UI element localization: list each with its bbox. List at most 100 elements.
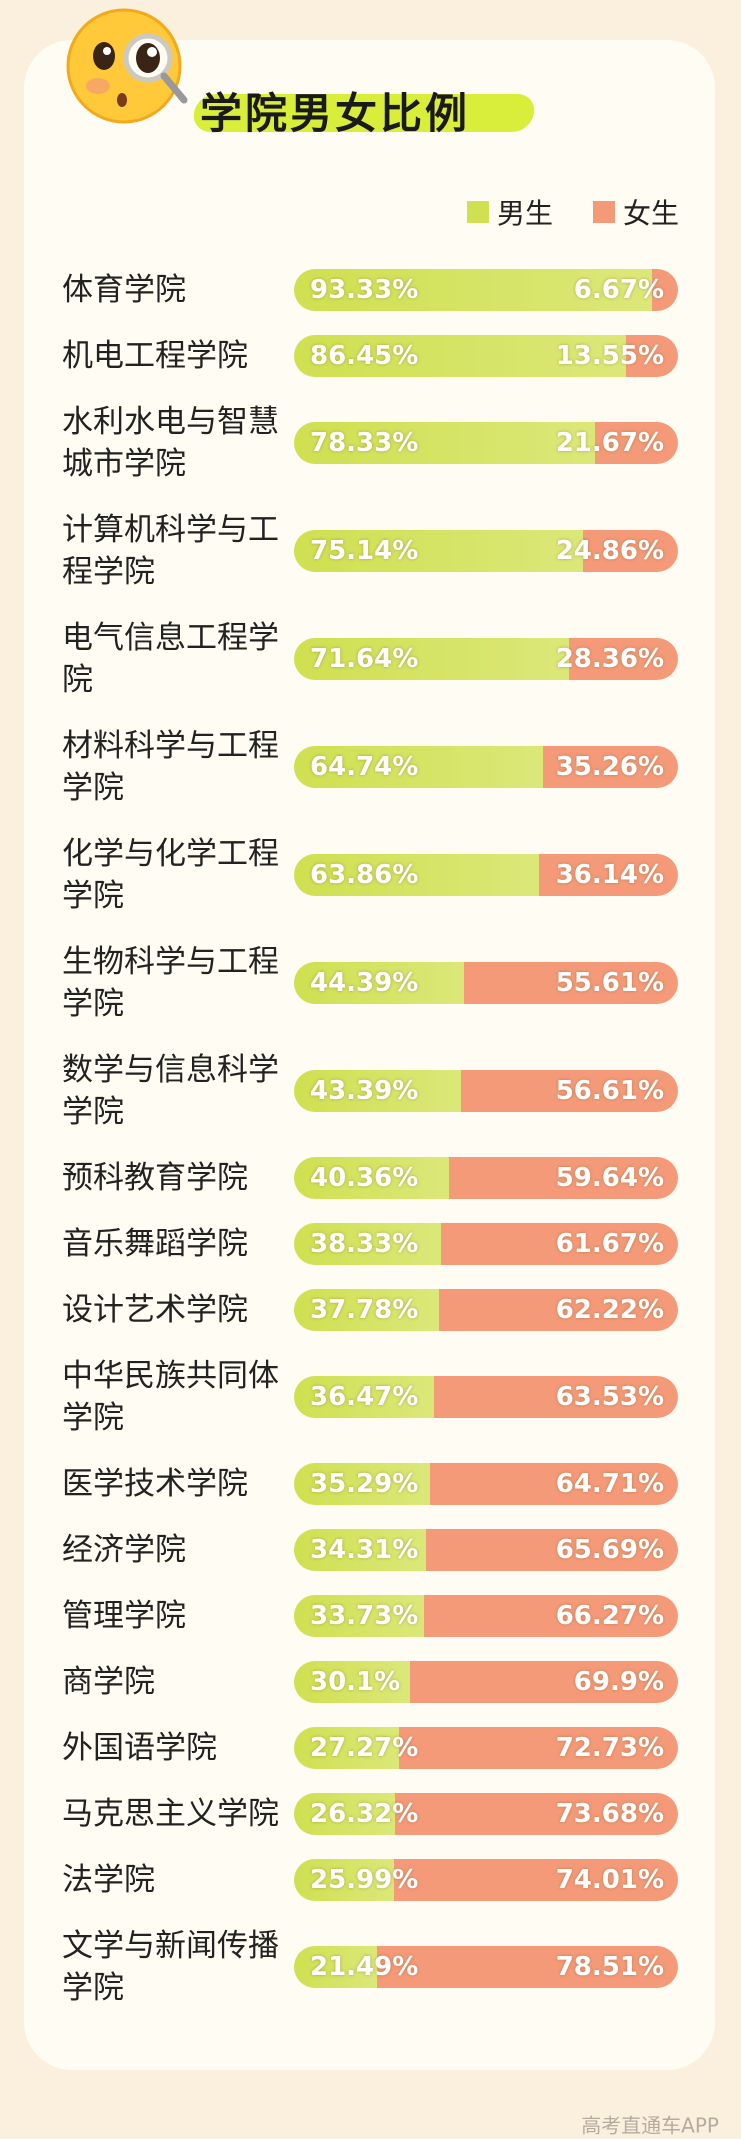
value-label: 55.61% bbox=[555, 968, 664, 998]
emoji-icon bbox=[66, 8, 188, 124]
value-label: 36.14% bbox=[555, 860, 664, 890]
value-label: 73.68% bbox=[555, 1799, 664, 1829]
stacked-bar: 26.32% 73.68% bbox=[294, 1793, 678, 1835]
bar-segment bbox=[294, 746, 543, 788]
bar-row: 体育学院 93.33% 6.67% bbox=[62, 257, 678, 323]
value-label: 63.53% bbox=[555, 1382, 664, 1412]
value-label: 93.33% bbox=[310, 275, 419, 305]
bar-row: 法学院 25.99% 74.01% bbox=[62, 1847, 678, 1913]
category-label: 计算机科学与工程学院 bbox=[62, 512, 279, 590]
bar-segment bbox=[582, 530, 678, 572]
bar-segment bbox=[434, 1376, 678, 1418]
bar-row: 水利水电与智慧城市学院 78.33% 21.67% bbox=[62, 389, 678, 497]
legend-label: 女生 bbox=[622, 197, 679, 230]
value-label: 26.32% bbox=[310, 1799, 419, 1829]
value-label: 25.99% bbox=[310, 1865, 419, 1895]
bar-segment bbox=[294, 854, 540, 896]
stacked-bar: 44.39% 55.61% bbox=[294, 962, 678, 1004]
stacked-bar: 86.45% 13.55% bbox=[294, 335, 678, 377]
category-label: 水利水电与智慧城市学院 bbox=[62, 404, 279, 482]
bar-row: 商学院 30.1% 69.9% bbox=[62, 1649, 678, 1715]
bar-row: 外国语学院 27.27% 72.73% bbox=[62, 1715, 678, 1781]
bar-segment bbox=[448, 1157, 678, 1199]
legend-swatch bbox=[466, 201, 489, 223]
value-label: 34.31% bbox=[310, 1535, 419, 1565]
bar-segment bbox=[294, 1463, 430, 1505]
bar-segment bbox=[294, 1223, 442, 1265]
bar-row: 马克思主义学院 26.32% 73.68% bbox=[62, 1781, 678, 1847]
stacked-bar: 34.31% 65.69% bbox=[294, 1529, 678, 1571]
bar-segment bbox=[569, 638, 678, 680]
bar-row: 中华民族共同体学院 36.47% 63.53% bbox=[62, 1343, 678, 1451]
value-label: 69.9% bbox=[573, 1667, 664, 1697]
bar-segment bbox=[294, 638, 570, 680]
value-label: 30.1% bbox=[310, 1667, 401, 1697]
stacked-bar: 93.33% 6.67% bbox=[294, 269, 678, 311]
category-label: 中华民族共同体学院 bbox=[62, 1358, 279, 1436]
bar-segment bbox=[294, 1946, 377, 1988]
watermark: 高考直通车APP bbox=[581, 2113, 719, 2138]
bar-segment bbox=[539, 854, 678, 896]
bar-segment bbox=[594, 422, 678, 464]
bar-segment bbox=[294, 1157, 449, 1199]
category-label: 音乐舞蹈学院 bbox=[62, 1226, 248, 1262]
category-label: 医学技术学院 bbox=[62, 1466, 248, 1502]
value-label: 64.74% bbox=[310, 752, 419, 782]
value-label: 43.39% bbox=[310, 1076, 419, 1106]
bar-segment bbox=[393, 1859, 678, 1901]
bar-segment bbox=[409, 1661, 678, 1703]
bar-segment bbox=[294, 1595, 424, 1637]
bar-segment bbox=[425, 1529, 678, 1571]
stacked-bar: 40.36% 59.64% bbox=[294, 1157, 678, 1199]
bar-segment bbox=[460, 1070, 678, 1112]
value-label: 27.27% bbox=[310, 1733, 419, 1763]
bar-row: 材料科学与工程学院 64.74% 35.26% bbox=[62, 713, 678, 821]
bar-segment bbox=[376, 1946, 678, 1988]
stacked-bar: 64.74% 35.26% bbox=[294, 746, 678, 788]
value-label: 35.26% bbox=[555, 752, 664, 782]
value-label: 65.69% bbox=[555, 1535, 664, 1565]
bar-row: 机电工程学院 86.45% 13.55% bbox=[62, 323, 678, 389]
value-label: 71.64% bbox=[310, 644, 419, 674]
stacked-bar: 75.14% 24.86% bbox=[294, 530, 678, 572]
category-label: 法学院 bbox=[62, 1862, 155, 1898]
bar-segment bbox=[294, 962, 465, 1004]
legend-item: 女生 bbox=[592, 192, 679, 232]
bar-segment bbox=[398, 1727, 678, 1769]
value-label: 28.36% bbox=[555, 644, 664, 674]
bar-segment bbox=[294, 1661, 410, 1703]
bar-segment bbox=[294, 1376, 435, 1418]
bar-row: 生物科学与工程学院 44.39% 55.61% bbox=[62, 929, 678, 1037]
value-label: 74.01% bbox=[555, 1865, 664, 1895]
category-label: 材料科学与工程学院 bbox=[62, 728, 279, 806]
chart-title: 学院男女比例 bbox=[200, 89, 471, 138]
value-label: 35.29% bbox=[310, 1469, 419, 1499]
stacked-bar: 43.39% 56.61% bbox=[294, 1070, 678, 1112]
title-block: 学院男女比例 bbox=[191, 84, 537, 144]
value-label: 78.33% bbox=[310, 428, 419, 458]
category-label: 文学与新闻传播学院 bbox=[62, 1928, 279, 2006]
stacked-bar: 71.64% 28.36% bbox=[294, 638, 678, 680]
category-label: 管理学院 bbox=[62, 1598, 186, 1634]
bar-segment bbox=[294, 1859, 394, 1901]
category-label: 外国语学院 bbox=[62, 1730, 217, 1766]
bar-segment bbox=[294, 1529, 426, 1571]
bar-segment bbox=[625, 335, 678, 377]
bar-segment bbox=[294, 422, 595, 464]
stacked-bar: 25.99% 74.01% bbox=[294, 1859, 678, 1901]
bar-row: 设计艺术学院 37.78% 62.22% bbox=[62, 1277, 678, 1343]
bar-row: 管理学院 33.73% 66.27% bbox=[62, 1583, 678, 1649]
category-label: 生物科学与工程学院 bbox=[62, 944, 279, 1022]
stacked-bar: 27.27% 72.73% bbox=[294, 1727, 678, 1769]
value-label: 59.64% bbox=[555, 1163, 664, 1193]
value-label: 75.14% bbox=[310, 536, 419, 566]
bar-segment bbox=[439, 1289, 678, 1331]
value-label: 33.73% bbox=[310, 1601, 419, 1631]
category-label: 数学与信息科学学院 bbox=[62, 1052, 279, 1130]
bar-row: 数学与信息科学学院 43.39% 56.61% bbox=[62, 1037, 678, 1145]
legend-item: 男生 bbox=[466, 192, 553, 232]
value-label: 21.49% bbox=[310, 1952, 419, 1982]
value-label: 38.33% bbox=[310, 1229, 419, 1259]
value-label: 72.73% bbox=[555, 1733, 664, 1763]
